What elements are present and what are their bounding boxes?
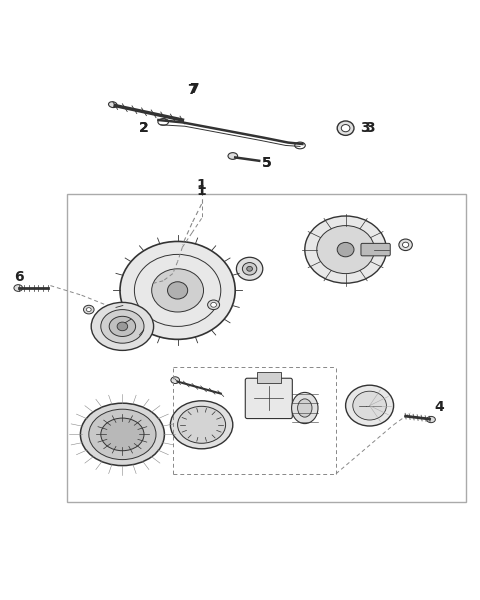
Text: 3: 3 — [365, 121, 374, 135]
Text: 4: 4 — [434, 400, 444, 413]
Ellipse shape — [295, 142, 305, 149]
Ellipse shape — [242, 263, 257, 275]
Ellipse shape — [402, 242, 408, 247]
Text: 5: 5 — [262, 156, 271, 170]
Text: 2: 2 — [139, 121, 149, 135]
Text: 1: 1 — [197, 184, 206, 198]
Ellipse shape — [305, 216, 386, 283]
Bar — [257, 372, 281, 383]
Text: 2: 2 — [139, 121, 149, 135]
Text: 5: 5 — [262, 156, 271, 170]
Ellipse shape — [228, 152, 238, 160]
Text: 7: 7 — [187, 83, 197, 97]
Text: 1: 1 — [197, 178, 206, 192]
Text: 6: 6 — [14, 270, 24, 284]
Ellipse shape — [247, 266, 252, 271]
Ellipse shape — [178, 406, 226, 443]
Ellipse shape — [346, 385, 394, 426]
Ellipse shape — [117, 322, 128, 331]
FancyBboxPatch shape — [361, 244, 390, 256]
Ellipse shape — [353, 391, 386, 420]
Ellipse shape — [171, 377, 180, 383]
Ellipse shape — [337, 242, 354, 257]
Ellipse shape — [427, 416, 435, 422]
Ellipse shape — [109, 316, 135, 337]
Ellipse shape — [341, 125, 350, 132]
FancyBboxPatch shape — [245, 378, 292, 419]
Ellipse shape — [168, 282, 188, 299]
Ellipse shape — [292, 392, 318, 424]
Ellipse shape — [211, 302, 216, 307]
Ellipse shape — [298, 399, 312, 417]
Ellipse shape — [120, 241, 235, 340]
Ellipse shape — [337, 121, 354, 136]
Ellipse shape — [158, 119, 168, 125]
Ellipse shape — [108, 102, 117, 107]
Bar — [67, 194, 466, 502]
Ellipse shape — [399, 239, 412, 251]
Ellipse shape — [14, 284, 23, 292]
Ellipse shape — [207, 300, 220, 310]
Ellipse shape — [237, 257, 263, 280]
Ellipse shape — [170, 401, 233, 449]
Text: 7: 7 — [190, 82, 199, 96]
Ellipse shape — [91, 302, 154, 350]
Ellipse shape — [152, 269, 204, 312]
Text: 3: 3 — [360, 121, 370, 135]
Ellipse shape — [86, 308, 91, 311]
Ellipse shape — [89, 409, 156, 460]
Ellipse shape — [81, 403, 164, 466]
Ellipse shape — [101, 418, 144, 451]
Ellipse shape — [101, 310, 144, 343]
Ellipse shape — [317, 226, 374, 274]
Ellipse shape — [84, 305, 94, 314]
